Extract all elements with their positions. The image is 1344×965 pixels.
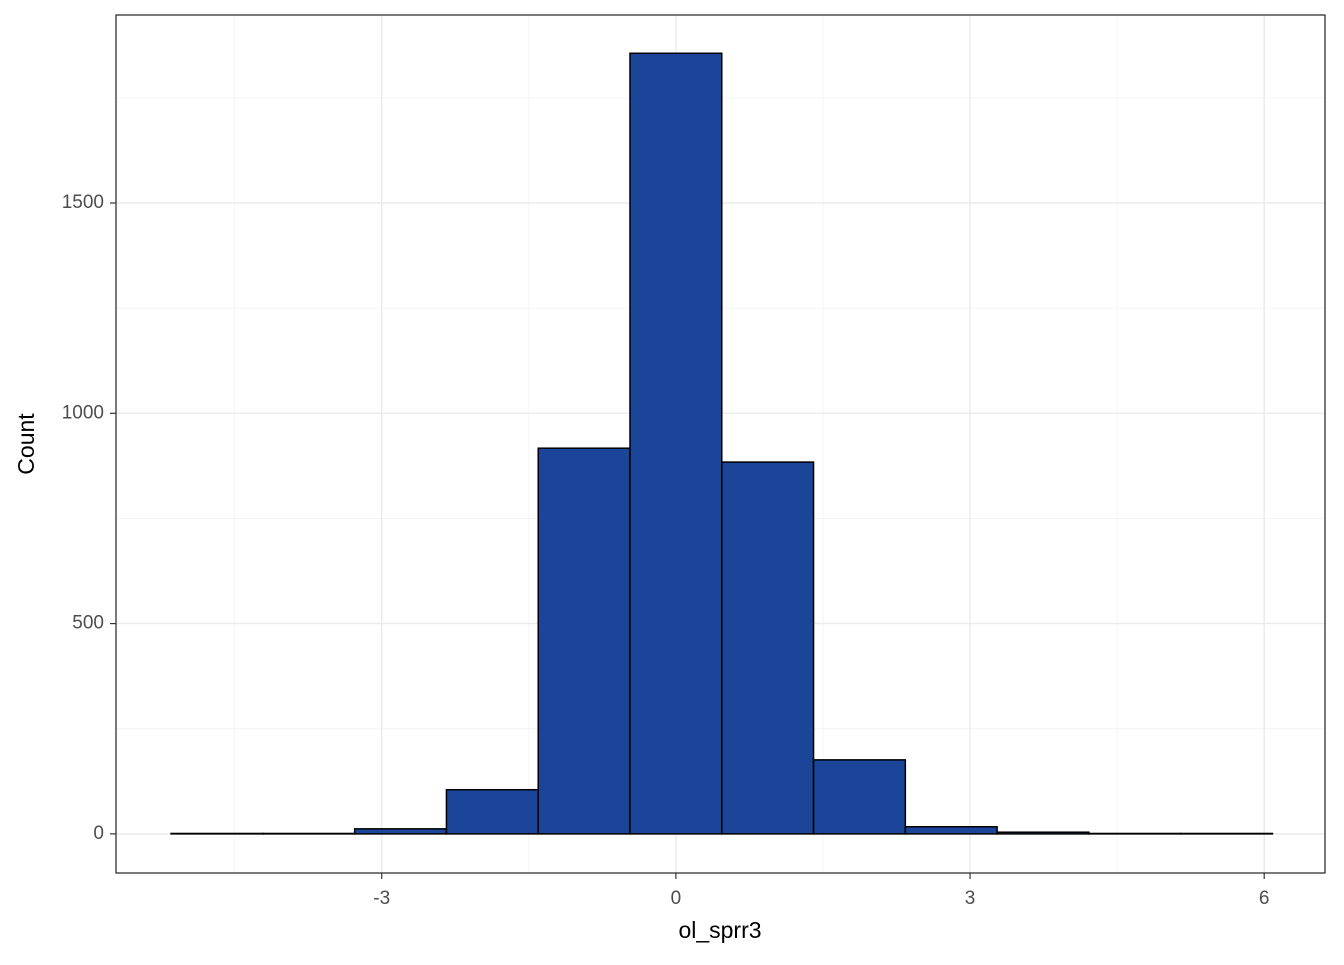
y-tick-label: 1000	[62, 402, 104, 423]
x-tick-label: 6	[1259, 888, 1270, 909]
y-tick-label: 500	[72, 613, 104, 634]
bar	[814, 760, 906, 834]
bar	[630, 53, 722, 834]
bar	[722, 462, 814, 834]
x-tick-label: 0	[671, 888, 682, 909]
x-tick-label: -3	[373, 888, 390, 909]
bar	[355, 829, 447, 834]
x-axis-title: ol_sprr3	[678, 917, 761, 943]
x-tick-label: 3	[965, 888, 976, 909]
bar	[538, 448, 630, 834]
y-tick-label: 1500	[62, 192, 104, 213]
bar	[905, 827, 997, 834]
bar	[446, 790, 538, 834]
y-tick-label: 0	[93, 823, 104, 844]
bar	[997, 832, 1089, 834]
y-axis-title: Count	[13, 413, 39, 475]
